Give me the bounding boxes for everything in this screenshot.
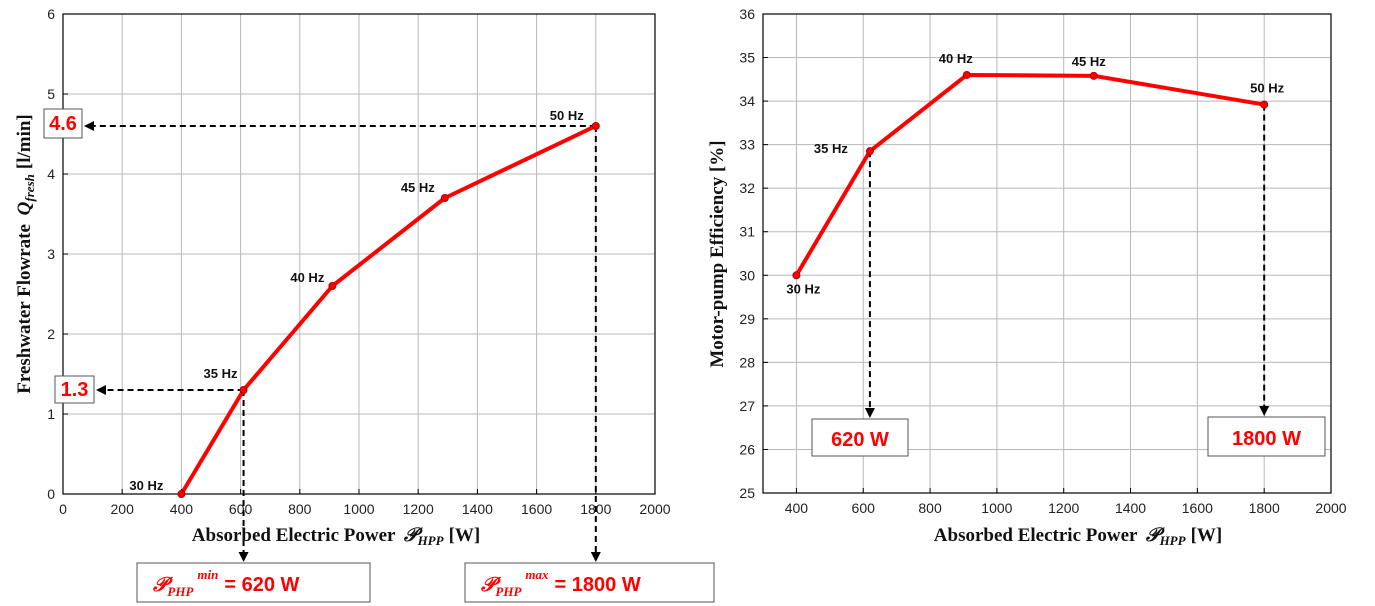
x-tick-label: 0	[59, 501, 67, 517]
data-points	[792, 70, 1269, 280]
y-tick-label: 2	[47, 326, 55, 342]
y-tick-label: 33	[739, 137, 755, 153]
x-tick-label: 1400	[462, 501, 493, 517]
data-point	[177, 490, 186, 498]
data-point	[1260, 100, 1269, 109]
data-point	[792, 271, 801, 280]
x-tick-label: 2000	[1315, 500, 1346, 516]
x-tick-label: 1200	[403, 501, 434, 517]
svg-text:𝒫PHPmin= 620 W: 𝒫PHPmin = 620 W	[152, 567, 300, 599]
y-tick-label: 1	[47, 406, 55, 422]
x-callout-pmax: 𝒫PHPmax = 1800 W	[464, 562, 715, 603]
y-tick-label: 35	[739, 50, 755, 66]
y-tick-label: 4	[47, 166, 55, 182]
y-axis-label: Freshwater Flowrate Qfresh[l/min]	[14, 114, 37, 394]
y-tick-label: 27	[739, 398, 755, 414]
data-point	[239, 386, 248, 394]
plot-frame	[762, 13, 1332, 494]
x-tick-label: 1400	[1115, 500, 1146, 516]
point-label: 30 Hz	[129, 478, 163, 493]
x-tick-label: 400	[170, 501, 194, 517]
y-tick-label: 3	[47, 246, 55, 262]
svg-text:𝒫PHPmax= 1800 W: 𝒫PHPmax = 1800 W	[480, 567, 641, 599]
y-tick-label: 25	[739, 485, 755, 501]
point-label: 50 Hz	[550, 108, 584, 123]
x-tick-labels: 0 200 400 600 800 1000 1200 1400 1600 1800 2000	[59, 501, 671, 517]
x-tick-label: 200	[111, 501, 135, 517]
point-labels: 30 Hz 35 Hz 40 Hz 45 Hz 50 Hz	[129, 108, 584, 493]
data-point	[591, 122, 600, 130]
y-tick-label: 34	[739, 93, 755, 109]
data-points	[177, 122, 600, 498]
point-label: 50 Hz	[1250, 81, 1284, 96]
data-point	[962, 70, 971, 79]
x-tick-label: 600	[229, 501, 253, 517]
y-tick-labels: 0 1 2 3 4 5 6	[47, 6, 55, 502]
series-line	[179, 124, 597, 496]
x-tick-label: 800	[918, 500, 942, 516]
x-tick-label: 1000	[981, 500, 1012, 516]
guide-lines	[864, 104, 1270, 418]
svg-text:4.6: 4.6	[49, 113, 77, 135]
point-label: 45 Hz	[1072, 54, 1106, 69]
y-tick-label: 32	[739, 180, 755, 196]
data-point	[440, 194, 449, 202]
plot-frame	[62, 13, 656, 495]
x-callout-1800w: 1800 W	[1207, 416, 1326, 457]
y-tick-label: 28	[739, 354, 755, 370]
y-tick-label: 5	[47, 86, 55, 102]
series-line	[794, 72, 1265, 277]
point-label: 45 Hz	[401, 180, 435, 195]
y-tick-label: 29	[739, 311, 755, 327]
point-label: 40 Hz	[290, 270, 324, 285]
x-tick-label: 1000	[343, 501, 374, 517]
x-tick-label: 600	[852, 500, 876, 516]
y-tick-label: 31	[739, 224, 755, 240]
point-label: 40 Hz	[939, 51, 973, 66]
y-axis-label: Motor-pump Efficiency [%]	[707, 140, 728, 367]
x-axis-label: Absorbed Electric Power 𝒫HPP [W]	[934, 525, 1222, 548]
x-callout-620w: 620 W	[811, 418, 909, 457]
point-label: 35 Hz	[204, 366, 238, 381]
y-tick-labels: 25 26 27 28 29 30 31 32 33 34 35 36	[739, 6, 755, 501]
data-point	[328, 282, 337, 290]
y-tick-label: 36	[739, 6, 755, 22]
x-tick-label: 2000	[639, 501, 670, 517]
y-callout-4-6: 4.6	[43, 108, 83, 139]
grid	[62, 13, 656, 495]
y-tick-label: 30	[739, 267, 755, 283]
x-axis-label: Absorbed Electric Power 𝒫HPP [W]	[192, 525, 480, 548]
x-tick-label: 400	[785, 500, 809, 516]
y-tick-label: 26	[739, 441, 755, 457]
freshwater-flowrate-chart: 0 200 400 600 800 1000 1200 1400 1600 1800 2000 01…	[14, 6, 715, 603]
data-point	[1089, 71, 1098, 80]
point-label: 30 Hz	[786, 281, 820, 296]
x-callout-pmin: 𝒫PHPmin = 620 W	[136, 562, 371, 603]
x-tick-label: 1800	[1249, 500, 1280, 516]
y-tick-label: 6	[47, 6, 55, 22]
motor-pump-efficiency-chart: 400 600 800 1000 1200 1400 1600 1800 2000 25 26 27…	[707, 6, 1347, 548]
guide-lines	[84, 121, 601, 562]
x-tick-label: 1200	[1048, 500, 1079, 516]
x-tick-label: 1600	[1182, 500, 1213, 516]
x-tick-label: 1600	[521, 501, 552, 517]
point-label: 35 Hz	[814, 141, 848, 156]
svg-text:1.3: 1.3	[61, 379, 89, 401]
x-tick-labels: 400 600 800 1000 1200 1400 1600 1800 2000	[785, 500, 1347, 516]
y-tick-label: 0	[47, 486, 55, 502]
point-labels: 30 Hz 35 Hz 40 Hz 45 Hz 50 Hz	[786, 51, 1284, 296]
data-point	[865, 147, 874, 156]
svg-text:620 W: 620 W	[831, 429, 889, 451]
y-callout-1-3: 1.3	[54, 375, 95, 404]
svg-text:1800 W: 1800 W	[1232, 428, 1301, 450]
x-tick-label: 800	[288, 501, 312, 517]
